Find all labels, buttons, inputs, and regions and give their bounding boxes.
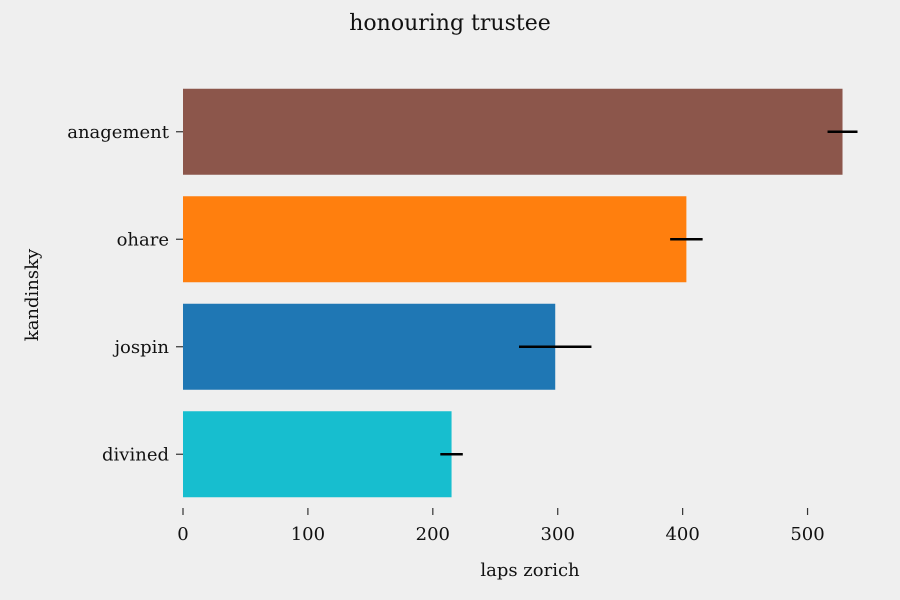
bar-anagement [183,88,843,175]
x-axis-label: laps zorich [480,560,580,581]
y-ticks-layer: anagement ohare jospin divined [67,122,183,465]
y-axis-label: kandinsky [22,248,43,341]
x-tick-label-500: 500 [790,524,824,545]
x-tick-label-0: 0 [177,524,188,545]
bar-jospin [183,303,556,390]
y-tick-label-jospin: jospin [112,337,169,358]
y-tick-label-divined: divined [102,444,169,465]
error-bars-layer [440,130,858,456]
bars-layer [183,88,843,498]
x-tick-label-100: 100 [291,524,325,545]
bar-divined [183,411,452,498]
y-tick-label-anagement: anagement [67,122,170,143]
x-tick-label-300: 300 [541,524,575,545]
chart-title: honouring trustee [349,11,551,36]
y-tick-label-ohare: ohare [117,229,169,250]
x-tick-label-400: 400 [665,524,699,545]
x-ticks-layer: 0 100 200 300 400 500 [177,508,825,545]
bar-ohare [183,196,687,283]
x-tick-label-200: 200 [416,524,450,545]
